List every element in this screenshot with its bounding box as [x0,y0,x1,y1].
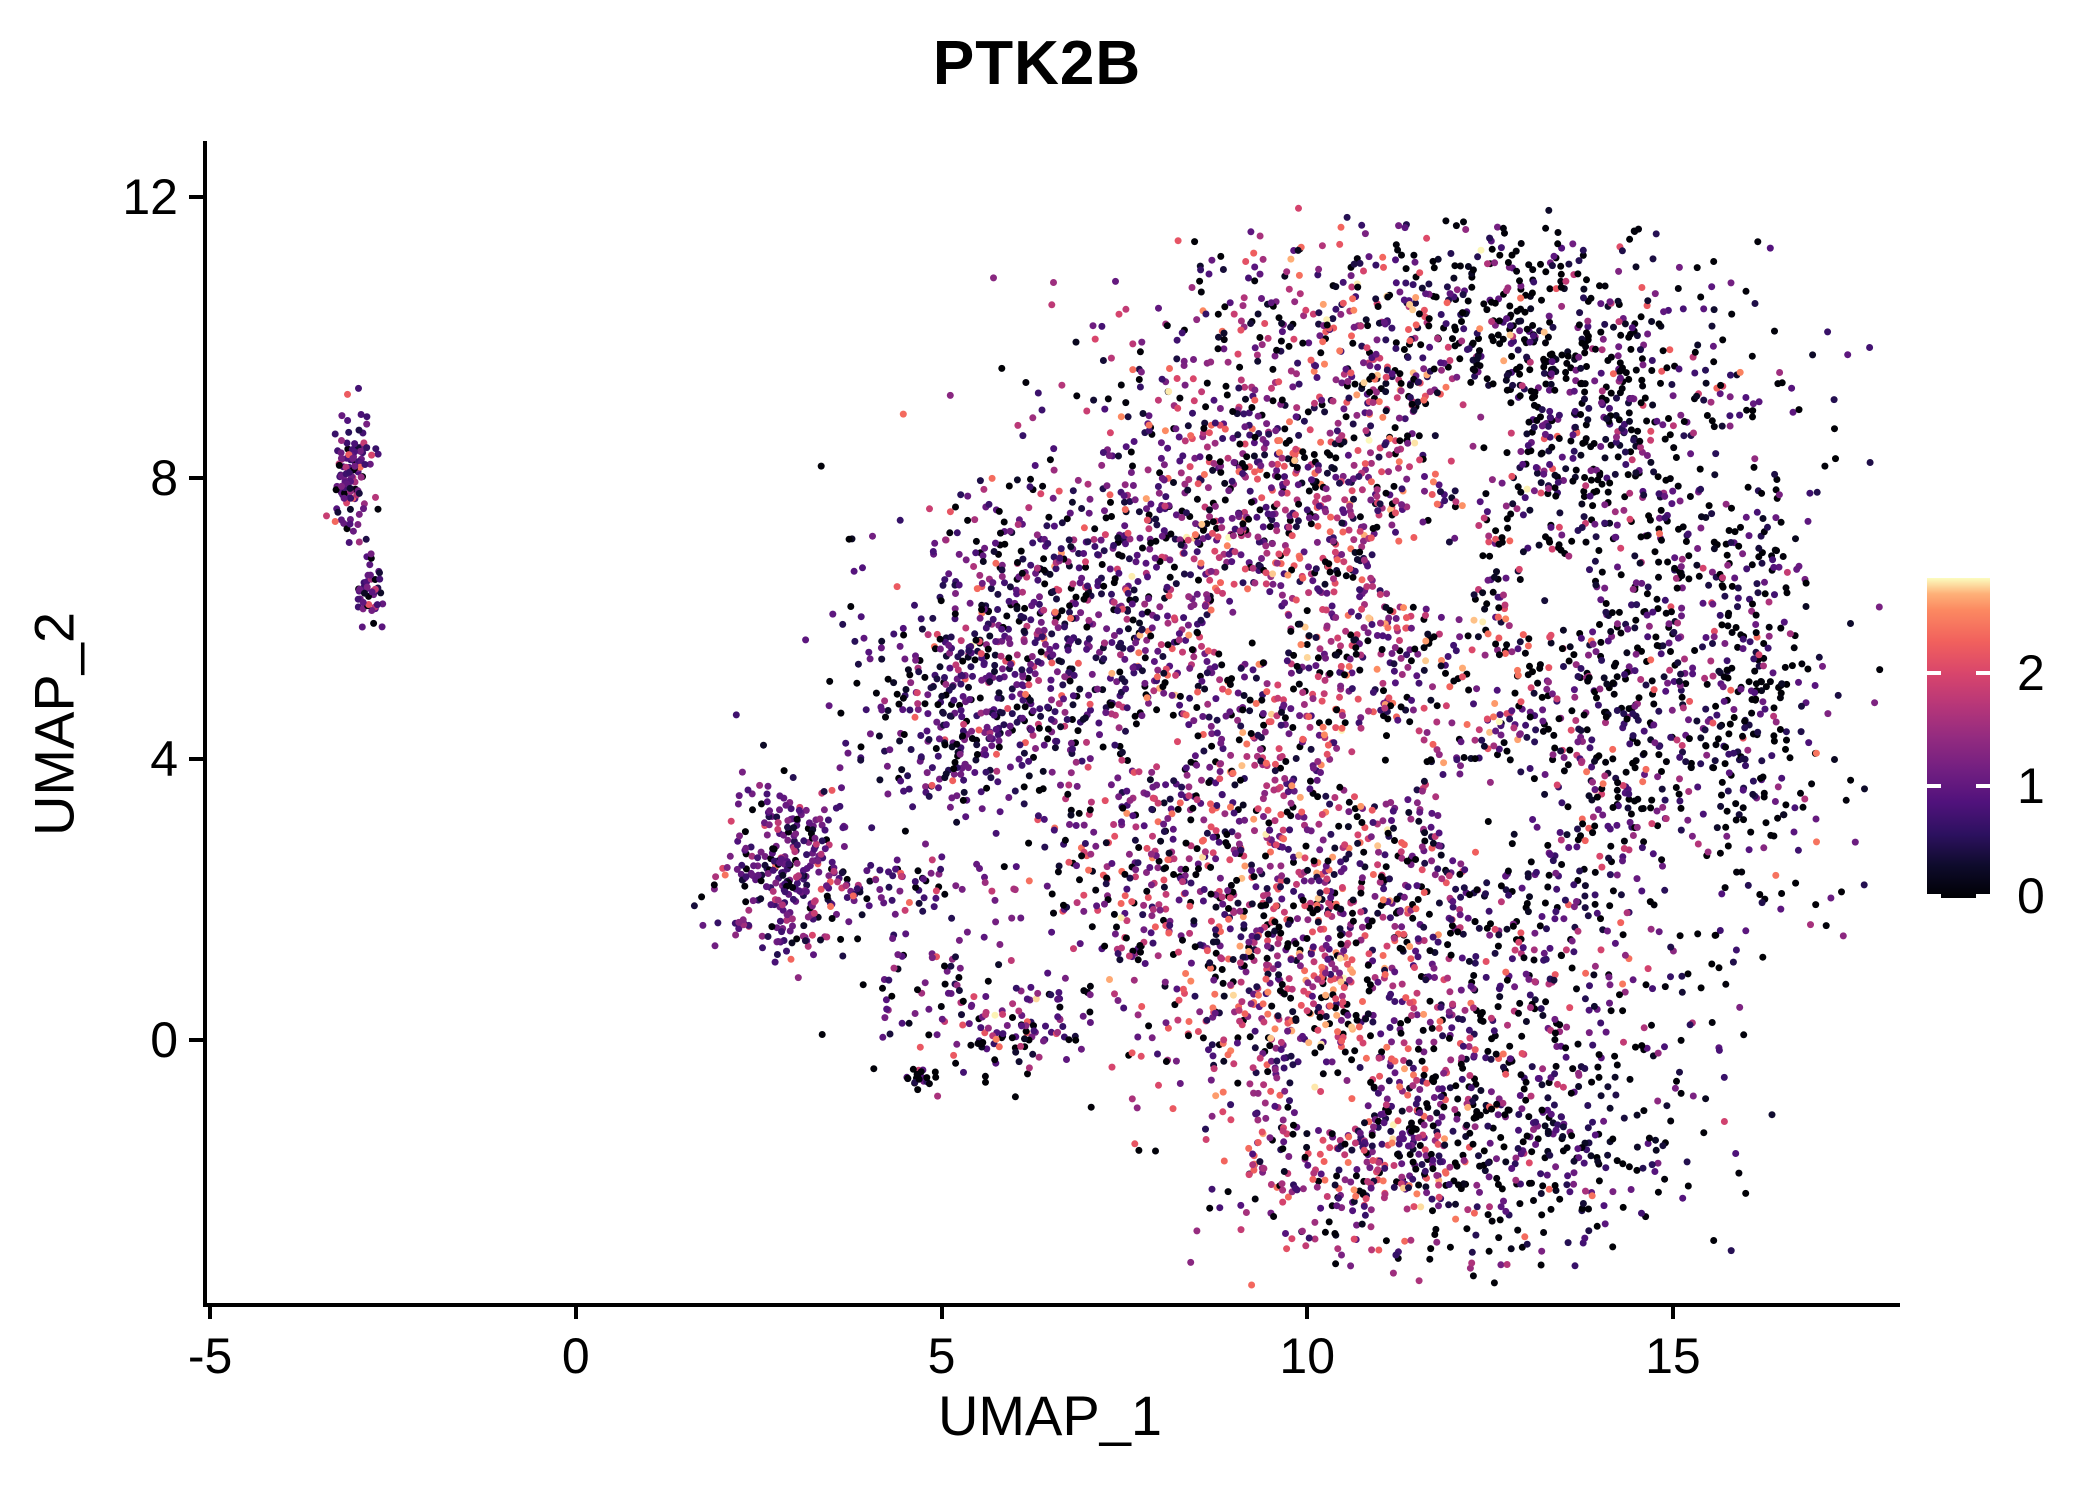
y-axis-line [203,141,207,1307]
colorbar-tick [1927,783,1941,788]
x-axis-title: UMAP_1 [937,1384,1163,1447]
x-tick [1305,1305,1310,1319]
x-tick-label: -5 [187,1328,233,1384]
y-tick-label: 8 [150,450,178,507]
colorbar-tick [1927,894,1941,898]
y-axis-title: UMAP_2 [22,611,86,837]
x-tick [573,1305,578,1319]
colorbar-gradient [1927,578,1990,898]
colorbar-tick [1927,671,1941,676]
y-tick [189,195,203,200]
colorbar-tick-label: 0 [2017,868,2045,924]
x-tick-label: 10 [1279,1328,1336,1384]
x-tick [1670,1305,1675,1319]
x-tick-label: 15 [1645,1328,1701,1384]
y-tick [189,476,203,481]
colorbar-tick [1976,894,1990,898]
colorbar-tick [1976,783,1990,788]
x-tick-label: 0 [561,1328,590,1384]
x-axis-line [203,1303,1900,1307]
y-tick-label: 12 [122,169,178,226]
colorbar-tick-label: 1 [2017,757,2045,814]
x-tick [208,1305,213,1319]
x-tick [939,1305,944,1319]
y-tick [189,757,203,762]
colorbar-tick [1976,671,1990,676]
chart-title: PTK2B [932,29,1142,98]
y-tick-label: 0 [150,1012,178,1069]
x-tick-label: 5 [927,1328,956,1384]
y-tick-label: 4 [150,731,178,788]
colorbar-tick-label: 2 [2017,645,2045,702]
y-tick [189,1038,203,1043]
